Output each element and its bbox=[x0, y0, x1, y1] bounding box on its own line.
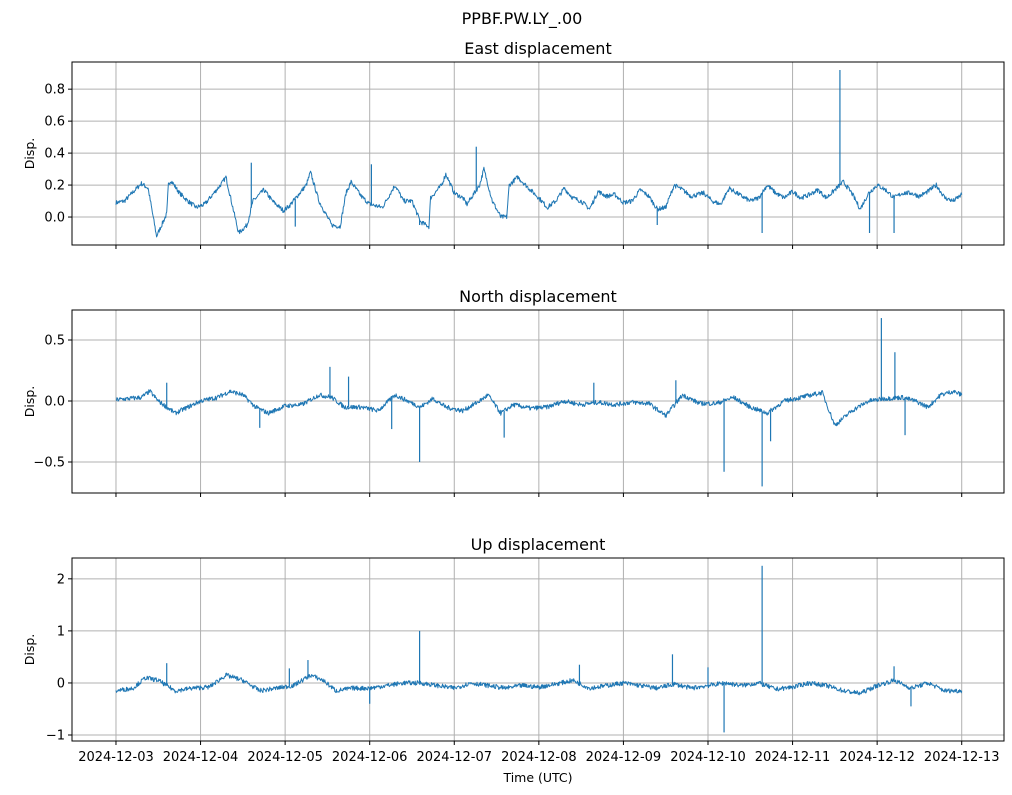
axes-frame bbox=[71, 309, 1005, 494]
y-tick-label: 0.8 bbox=[44, 83, 65, 98]
y-tick-label: 0.0 bbox=[44, 395, 65, 410]
series-line bbox=[115, 166, 963, 238]
x-tick-label: 2024-12-08 bbox=[501, 750, 577, 765]
panel-east-displacement: East displacement 0.0 0.2 0.4 0.6 0.8 Disp. bbox=[22, 39, 1005, 249]
y-tick-label: 1 bbox=[57, 624, 65, 639]
panel-north-displacement: North displacement −0.5 0.0 0.5 Disp. bbox=[22, 287, 1005, 497]
y-tick-label: 2 bbox=[57, 572, 65, 587]
x-tick-label: 2024-12-11 bbox=[755, 750, 831, 765]
axes-frame bbox=[71, 61, 1005, 246]
y-tick-label: 0.0 bbox=[44, 211, 65, 226]
x-tick-label: 2024-12-03 bbox=[78, 750, 154, 765]
x-tick-label: 2024-12-07 bbox=[416, 750, 492, 765]
x-tick-label: 2024-12-09 bbox=[586, 750, 662, 765]
axes-frame bbox=[71, 557, 1005, 742]
panel-up-displacement: Up displacement −1 0 1 2 2024-12-03 2024-12-04… bbox=[22, 535, 1005, 765]
x-tick-label: 2024-12-05 bbox=[247, 750, 323, 765]
panel-title: East displacement bbox=[464, 39, 611, 58]
y-axis-label: Disp. bbox=[22, 138, 37, 170]
y-tick-label: 0.2 bbox=[44, 179, 65, 194]
x-tick-label: 2024-12-12 bbox=[839, 750, 915, 765]
x-tick-label: 2024-12-04 bbox=[163, 750, 239, 765]
x-tick-label: 2024-12-10 bbox=[670, 750, 746, 765]
y-tick-label: 0 bbox=[57, 676, 65, 691]
x-tick-label: 2024-12-13 bbox=[924, 750, 1000, 765]
x-tick-label: 2024-12-06 bbox=[332, 750, 408, 765]
panel-title: Up displacement bbox=[471, 535, 606, 554]
series-line bbox=[115, 672, 963, 696]
x-axis-label: Time (UTC) bbox=[502, 770, 572, 785]
y-axis-label: Disp. bbox=[22, 386, 37, 418]
y-tick-label: −0.5 bbox=[33, 456, 65, 471]
series-line bbox=[115, 389, 963, 427]
y-tick-label: −1 bbox=[46, 729, 65, 744]
y-tick-label: 0.5 bbox=[44, 334, 65, 349]
chart-suptitle: PPBF.PW.LY_.00 bbox=[462, 9, 583, 29]
panel-title: North displacement bbox=[459, 287, 617, 306]
y-axis-label: Disp. bbox=[22, 634, 37, 666]
y-tick-label: 0.4 bbox=[44, 147, 65, 162]
y-tick-label: 0.6 bbox=[44, 115, 65, 130]
